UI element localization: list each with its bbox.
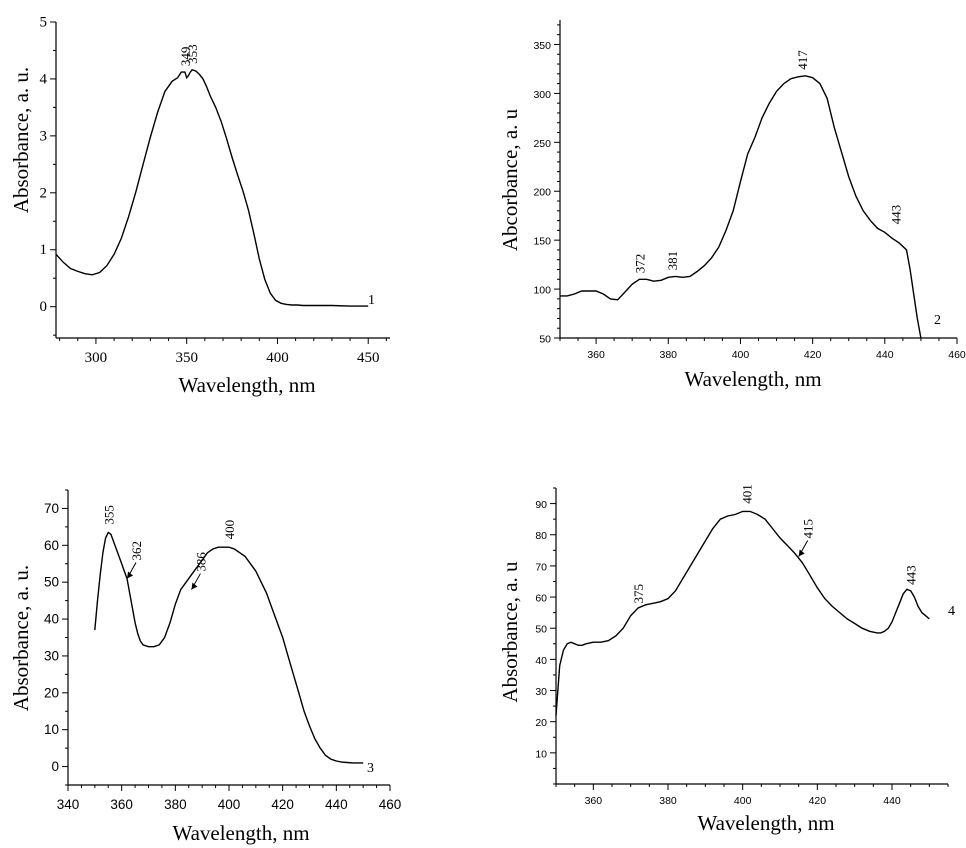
y-tick-label: 80 <box>535 530 547 542</box>
y-tick-label: 20 <box>535 717 547 729</box>
y-tick-label: 50 <box>535 624 547 636</box>
x-tick-label: 340 <box>57 797 80 812</box>
y-tick-label: 300 <box>533 89 551 101</box>
annotation-label: 381 <box>665 251 680 271</box>
x-axis-label: Wavelength, nm <box>178 373 315 397</box>
y-tick-label: 2 <box>40 185 48 201</box>
x-tick-label: 350 <box>175 350 198 366</box>
annotation-label: 443 <box>904 565 919 585</box>
x-tick-label: 420 <box>809 795 827 807</box>
x-tick-label: 460 <box>379 797 402 812</box>
x-tick-label: 420 <box>271 797 294 812</box>
annotation-arrowhead <box>127 571 134 579</box>
annotation-label: 400 <box>222 520 237 540</box>
y-tick-label: 250 <box>533 138 551 150</box>
annotation-label: 355 <box>101 505 116 525</box>
annotation-label: 401 <box>739 484 754 504</box>
annotation-label: 349 <box>178 47 193 67</box>
x-tick-label: 360 <box>587 349 605 361</box>
y-tick-label: 40 <box>44 612 59 627</box>
y-tick-label: 350 <box>533 40 551 52</box>
y-tick-label: 4 <box>40 71 48 87</box>
y-tick-label: 1 <box>40 242 48 258</box>
curve-tag: 3 <box>367 761 374 776</box>
chart-panel-2: 360 380 400 420 440 460 50 100 150 200 250 300 350 37… <box>498 20 966 391</box>
x-tick-label: 400 <box>734 795 752 807</box>
y-tick-label: 0 <box>40 299 48 315</box>
annotation-label: 443 <box>889 205 904 225</box>
x-tick-label: 380 <box>660 349 678 361</box>
x-tick-label: 440 <box>325 797 348 812</box>
y-tick-label: 50 <box>44 575 59 590</box>
x-tick-label: 460 <box>948 349 966 361</box>
series-line <box>55 68 369 307</box>
y-tick-label: 70 <box>44 501 59 516</box>
y-tick-label: 60 <box>44 538 59 553</box>
y-tick-label: 30 <box>44 648 59 663</box>
y-tick-label: 90 <box>535 499 547 511</box>
series-line <box>560 75 922 339</box>
y-tick-label: 5 <box>40 15 48 31</box>
y-tick-label: 200 <box>533 187 551 199</box>
y-axis-label: Abcorbance, a. u <box>498 108 522 251</box>
y-axis-label: Absorbance, a. u. <box>9 565 33 711</box>
series-line <box>94 531 364 764</box>
x-tick-label: 440 <box>883 795 901 807</box>
x-tick-label: 450 <box>357 350 380 366</box>
y-tick-label: 50 <box>539 334 551 346</box>
y-tick-label: 40 <box>535 655 547 667</box>
chart-panel-3: 340 360 380 400 420 440 460 0 10 20 30 40 50 60 70 355 3… <box>9 489 402 845</box>
y-tick-label: 10 <box>535 748 547 760</box>
x-axis-label: Wavelength, nm <box>172 821 309 845</box>
annotation-label: 375 <box>631 584 646 604</box>
curve-tag: 4 <box>948 604 955 619</box>
y-tick-label: 70 <box>535 561 547 573</box>
annotation-label: 417 <box>795 50 810 70</box>
x-tick-label: 380 <box>164 797 187 812</box>
y-axis-label: Absorbance, a. u. <box>9 67 33 213</box>
y-tick-label: 150 <box>533 236 551 248</box>
annotation-label: 372 <box>632 254 647 274</box>
x-axis-label: Wavelength, nm <box>684 367 821 391</box>
curve-tag: 2 <box>934 313 941 328</box>
curve-tag: 1 <box>368 293 375 308</box>
plot-area: 340 360 380 400 420 440 460 0 10 20 30 40 50 60 70 355 3… <box>44 489 402 812</box>
x-tick-label: 400 <box>218 797 241 812</box>
y-axis-label: Absorbance, a. u <box>498 561 522 703</box>
y-tick-label: 10 <box>44 722 59 737</box>
plot-area: 360 380 400 420 440 460 50 100 150 200 250 300 350 37… <box>533 20 966 361</box>
x-tick-label: 440 <box>876 349 894 361</box>
x-tick-label: 420 <box>804 349 822 361</box>
y-tick-label: 60 <box>535 593 547 605</box>
annotation-label: 353 <box>185 44 200 64</box>
y-tick-label: 20 <box>44 685 59 700</box>
y-tick-label: 0 <box>51 759 59 774</box>
x-tick-label: 380 <box>659 795 677 807</box>
x-tick-label: 360 <box>110 797 133 812</box>
annotation-arrowhead <box>798 549 805 557</box>
x-tick-label: 400 <box>732 349 750 361</box>
x-tick-label: 400 <box>266 350 289 366</box>
y-tick-label: 30 <box>535 686 547 698</box>
annotation-label: 415 <box>801 519 816 539</box>
annotation-label: 386 <box>193 552 208 572</box>
y-tick-label: 100 <box>533 285 551 297</box>
annotation-arrowhead <box>191 582 198 590</box>
x-tick-label: 360 <box>585 795 603 807</box>
x-axis-label: Wavelength, nm <box>697 811 834 835</box>
chart-panel-4: 360 380 400 420 440 10 20 30 40 50 60 70 80 90 375 401 4… <box>498 484 955 835</box>
annotation-label: 362 <box>129 541 144 561</box>
series-line <box>555 510 930 716</box>
x-tick-label: 300 <box>85 350 108 366</box>
plot-area: 360 380 400 420 440 10 20 30 40 50 60 70 80 90 375 401 4… <box>535 484 949 807</box>
y-tick-label: 3 <box>40 128 48 144</box>
